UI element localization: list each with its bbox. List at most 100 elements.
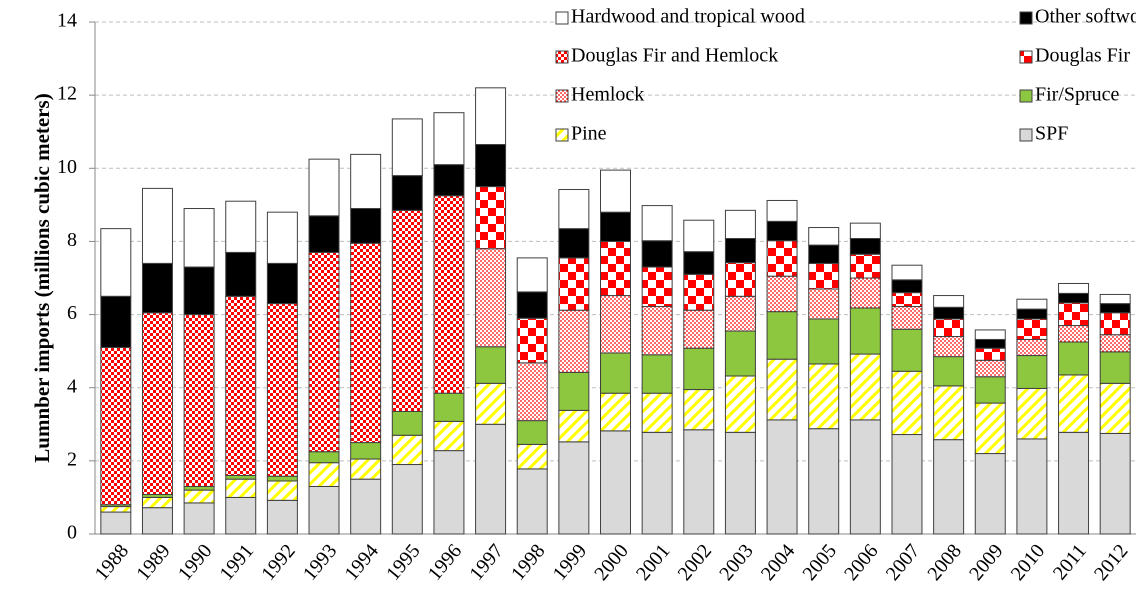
bar-segment xyxy=(433,450,465,535)
bar-segment xyxy=(1016,438,1048,535)
x-tick-label: 1990 xyxy=(174,540,217,585)
bar-segment xyxy=(849,353,881,421)
x-tick-label: 2011 xyxy=(1049,540,1091,584)
bar-segment xyxy=(683,389,715,431)
bar-segment xyxy=(933,439,965,535)
bar-segment xyxy=(600,240,631,297)
legend-label: Other softwood xyxy=(1035,6,1136,28)
y-tick-label: 8 xyxy=(67,229,77,251)
x-tick-label: 2004 xyxy=(757,540,800,585)
bar-segment xyxy=(808,363,840,430)
bar-segment xyxy=(683,251,715,275)
bar-segment xyxy=(350,458,382,480)
bar-segment xyxy=(391,410,423,436)
bar-segment xyxy=(141,312,173,496)
legend-label: Pine xyxy=(571,123,607,145)
bar-segment xyxy=(475,186,507,250)
bar-segment xyxy=(1016,355,1048,389)
bar-segment xyxy=(766,358,798,421)
legend-swatch xyxy=(1019,11,1033,25)
x-tick-label: 2005 xyxy=(798,540,841,585)
bar-segment xyxy=(1016,387,1048,440)
bar-segment xyxy=(766,199,798,222)
bar-segment xyxy=(600,392,631,432)
bar-segment xyxy=(558,441,590,535)
x-tick-label: 2007 xyxy=(882,540,925,585)
bar-segment xyxy=(766,220,798,242)
bar-segment xyxy=(266,480,298,501)
bar-segment xyxy=(516,468,548,535)
y-tick-label: 2 xyxy=(67,448,77,470)
bar-segment xyxy=(308,485,340,535)
x-tick-label: 2009 xyxy=(965,540,1008,585)
bar-segment xyxy=(308,451,340,464)
bar-segment xyxy=(600,211,631,242)
bar-segment xyxy=(724,295,756,332)
bar-segment xyxy=(1058,374,1090,433)
bar-segment xyxy=(974,347,1006,361)
bar-segment xyxy=(641,431,673,535)
x-tick-label: 1991 xyxy=(216,540,259,585)
bar-segment xyxy=(600,430,631,535)
legend-swatch xyxy=(1019,50,1033,64)
bar-segment xyxy=(100,228,132,297)
bar-segment xyxy=(724,238,756,264)
bar-segment xyxy=(391,175,423,211)
x-tick-label: 1998 xyxy=(507,540,550,585)
bar-segment xyxy=(933,295,965,308)
legend-swatch xyxy=(555,11,569,25)
bar-segment xyxy=(1058,341,1090,376)
bar-segment xyxy=(808,262,840,290)
legend-label: SPF xyxy=(1035,123,1068,145)
bar-segment xyxy=(558,371,590,411)
bar-segment xyxy=(974,376,1006,404)
bar-segment xyxy=(350,208,382,244)
y-tick-label: 12 xyxy=(57,83,77,105)
bar-segment xyxy=(475,382,507,425)
bar-segment xyxy=(558,257,590,311)
bar-segment xyxy=(933,356,965,387)
bar-segment xyxy=(1058,282,1090,294)
x-tick-label: 2000 xyxy=(590,540,633,585)
bar-segment xyxy=(558,188,590,230)
legend-swatch xyxy=(555,50,569,64)
bar-segment xyxy=(849,419,881,535)
bar-segment xyxy=(766,419,798,535)
bar-segment xyxy=(891,434,923,535)
bar-segment xyxy=(266,262,298,305)
bar-segment xyxy=(641,205,673,242)
bar-segment xyxy=(683,309,715,349)
bar-segment xyxy=(225,474,257,480)
bar-segment xyxy=(225,478,257,498)
bar-segment xyxy=(724,375,756,433)
legend-swatch xyxy=(555,128,569,142)
bar-segment xyxy=(933,306,965,320)
bar-segment xyxy=(808,227,840,246)
bar-segment xyxy=(641,354,673,394)
x-tick-label: 2003 xyxy=(715,540,758,585)
bar-segment xyxy=(600,352,631,394)
bar-segment xyxy=(641,240,673,268)
bar-segment xyxy=(100,346,132,506)
bar-segment xyxy=(308,215,340,253)
bar-segment xyxy=(641,392,673,433)
bar-segment xyxy=(516,443,548,470)
bar-segment xyxy=(350,153,382,210)
bar-segment xyxy=(266,475,298,482)
bar-segment xyxy=(1099,382,1131,434)
bar-segment xyxy=(974,329,1006,340)
bar-segment xyxy=(808,318,840,365)
bar-segment xyxy=(1016,298,1048,310)
bar-segment xyxy=(849,222,881,240)
bar-segment xyxy=(683,273,715,311)
bar-segment xyxy=(641,266,673,308)
bar-segment xyxy=(933,318,965,338)
bar-segment xyxy=(1058,431,1090,535)
bar-segment xyxy=(266,211,298,264)
bar-segment xyxy=(974,402,1006,455)
bar-segment xyxy=(641,306,673,356)
bar-segment xyxy=(433,164,465,197)
bar-segment xyxy=(1016,308,1048,320)
x-tick-label: 1994 xyxy=(340,540,383,585)
bar-segment xyxy=(1099,351,1131,384)
